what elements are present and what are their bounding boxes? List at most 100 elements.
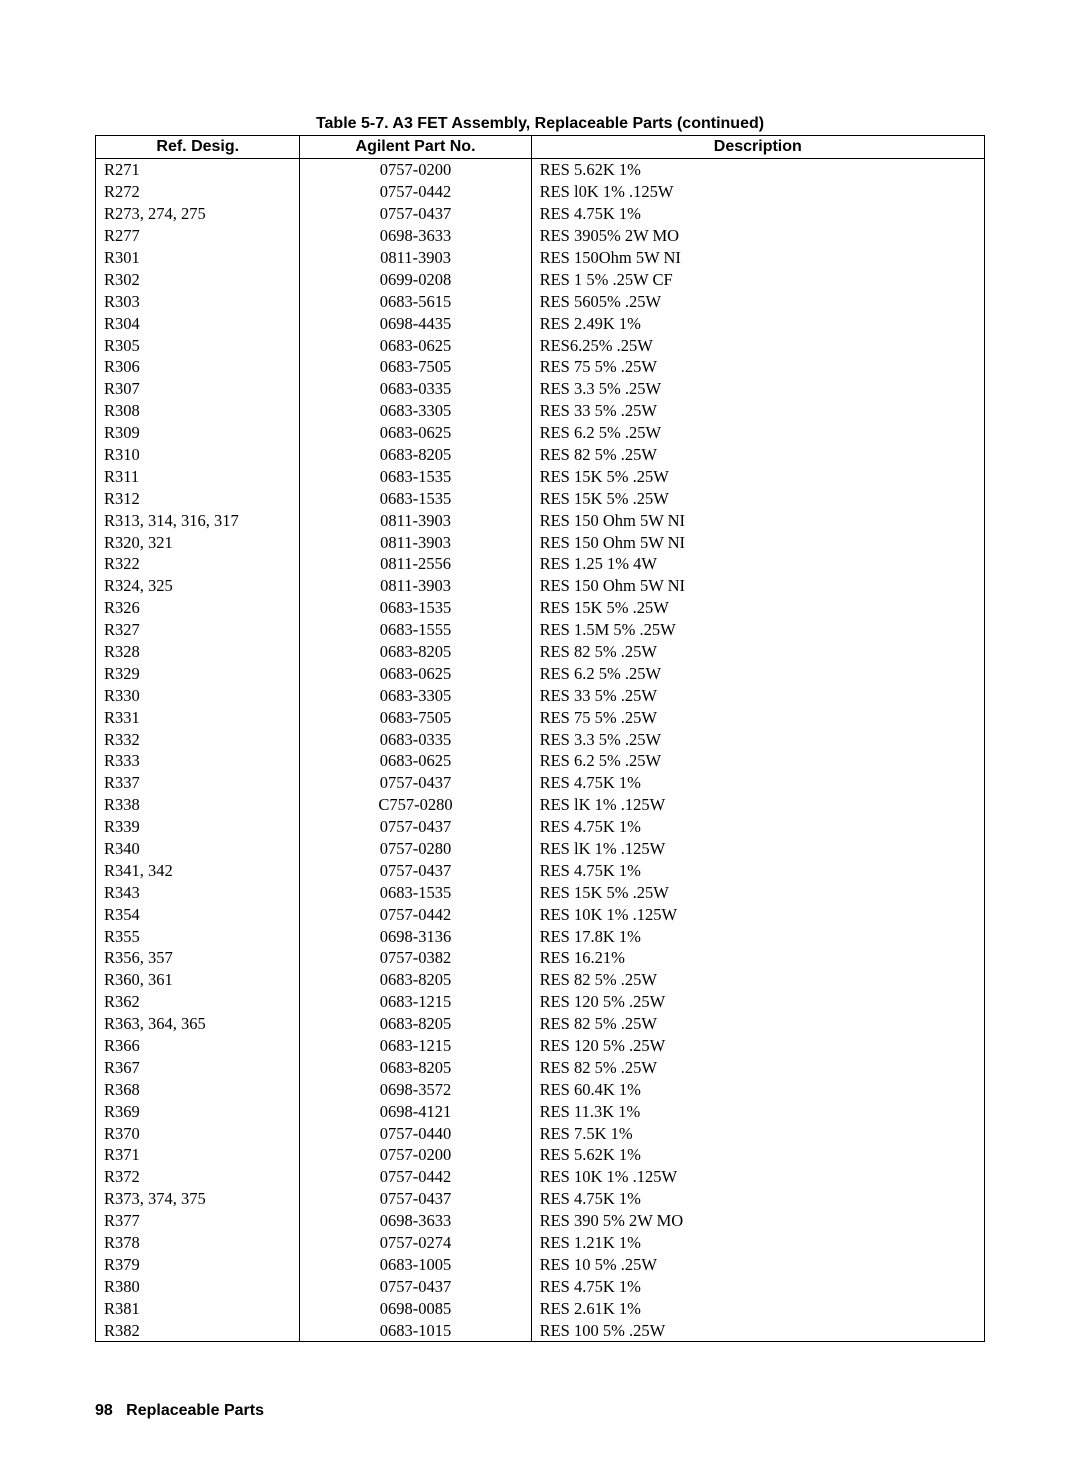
table-row: R3390757-0437RES 4.75K 1% — [96, 816, 985, 838]
table-row: R3110683-1535RES 15K 5% .25W — [96, 465, 985, 487]
table-row: R3020699-0208RES 1 5% .25W CF — [96, 268, 985, 290]
cell-description: RES 82 5% .25W — [531, 969, 984, 991]
table-row: R3050683-0625RES6.25% .25W — [96, 334, 985, 356]
table-header-row: Ref. Desig. Agilent Part No. Description — [96, 136, 985, 159]
cell-description: RES 17.8K 1% — [531, 925, 984, 947]
cell-description: RES 15K 5% .25W — [531, 487, 984, 509]
table-row: R3040698-4435RES 2.49K 1% — [96, 312, 985, 334]
cell-description: RES 4.75K 1% — [531, 816, 984, 838]
cell-part-no: 0683-1535 — [300, 881, 531, 903]
table-row: R3820683-1015RES 100 5% .25W — [96, 1319, 985, 1341]
cell-description: RES 150Ohm 5W NI — [531, 247, 984, 269]
cell-description: RES 2.61K 1% — [531, 1297, 984, 1319]
table-row: R2720757-0442RES l0K 1% .125W — [96, 181, 985, 203]
cell-part-no: 0757-0200 — [300, 1144, 531, 1166]
cell-description: RES 1.25 1% 4W — [531, 553, 984, 575]
cell-ref-desig: R303 — [96, 290, 300, 312]
cell-part-no: 0683-0335 — [300, 378, 531, 400]
cell-description: RES 5.62K 1% — [531, 1144, 984, 1166]
cell-ref-desig: R302 — [96, 268, 300, 290]
table-row: R3310683-7505RES 75 5% .25W — [96, 706, 985, 728]
table-row: R3320683-0335RES 3.3 5% .25W — [96, 728, 985, 750]
cell-description: RES 100 5% .25W — [531, 1319, 984, 1341]
cell-part-no: 0683-3305 — [300, 684, 531, 706]
table-row: R3660683-1215RES 120 5% .25W — [96, 1035, 985, 1057]
cell-ref-desig: R368 — [96, 1078, 300, 1100]
cell-part-no: 0757-0442 — [300, 1166, 531, 1188]
cell-ref-desig: R273, 274, 275 — [96, 203, 300, 225]
cell-ref-desig: R372 — [96, 1166, 300, 1188]
cell-part-no: 0757-0442 — [300, 903, 531, 925]
cell-description: RES 6.2 5% .25W — [531, 662, 984, 684]
table-row: R3810698-0085RES 2.61K 1% — [96, 1297, 985, 1319]
cell-part-no: 0683-8205 — [300, 1057, 531, 1079]
cell-ref-desig: R381 — [96, 1297, 300, 1319]
cell-ref-desig: R309 — [96, 422, 300, 444]
page-footer: 98 Replaceable Parts — [95, 1402, 985, 1420]
cell-description: RES 120 5% .25W — [531, 1035, 984, 1057]
cell-ref-desig: R373, 374, 375 — [96, 1188, 300, 1210]
cell-description: RES 6.2 5% .25W — [531, 422, 984, 444]
cell-ref-desig: R333 — [96, 750, 300, 772]
table-row: R3680698-3572RES 60.4K 1% — [96, 1078, 985, 1100]
cell-part-no: 0698-3633 — [300, 225, 531, 247]
cell-ref-desig: R320, 321 — [96, 531, 300, 553]
table-row: R3090683-0625RES 6.2 5% .25W — [96, 422, 985, 444]
cell-part-no: 0683-5615 — [300, 290, 531, 312]
cell-description: RES 10 5% .25W — [531, 1254, 984, 1276]
table-row: R3690698-4121RES 11.3K 1% — [96, 1100, 985, 1122]
cell-description: RES l0K 1% .125W — [531, 181, 984, 203]
cell-ref-desig: R343 — [96, 881, 300, 903]
cell-part-no: 0698-3136 — [300, 925, 531, 947]
col-header-partno: Agilent Part No. — [300, 136, 531, 159]
cell-ref-desig: R355 — [96, 925, 300, 947]
table-row: R363, 364, 3650683-8205RES 82 5% .25W — [96, 1013, 985, 1035]
cell-part-no: 0757-0274 — [300, 1232, 531, 1254]
footer-section-title: Replaceable Parts — [126, 1402, 264, 1419]
cell-part-no: 0757-0200 — [300, 159, 531, 181]
cell-part-no: 0757-0437 — [300, 816, 531, 838]
cell-description: RES 4.75K 1% — [531, 772, 984, 794]
table-row: R3060683-7505RES 75 5% .25W — [96, 356, 985, 378]
cell-ref-desig: R327 — [96, 619, 300, 641]
table-row: R313, 314, 316, 3170811-3903RES 150 Ohm … — [96, 509, 985, 531]
cell-part-no: 0757-0437 — [300, 1188, 531, 1210]
cell-description: RES 390 5% 2W MO — [531, 1210, 984, 1232]
table-row: R2770698-3633RES 3905% 2W MO — [96, 225, 985, 247]
cell-part-no: 0757-0440 — [300, 1122, 531, 1144]
table-body: R2710757-0200RES 5.62K 1%R2720757-0442RE… — [96, 159, 985, 1342]
cell-ref-desig: R326 — [96, 597, 300, 619]
cell-ref-desig: R311 — [96, 465, 300, 487]
table-row: R3800757-0437RES 4.75K 1% — [96, 1275, 985, 1297]
cell-description: RES lK 1% .125W — [531, 838, 984, 860]
cell-ref-desig: R370 — [96, 1122, 300, 1144]
cell-description: RES 60.4K 1% — [531, 1078, 984, 1100]
cell-ref-desig: R378 — [96, 1232, 300, 1254]
table-row: R3400757-0280RES lK 1% .125W — [96, 838, 985, 860]
cell-part-no: 0757-0382 — [300, 947, 531, 969]
cell-part-no: 0698-3572 — [300, 1078, 531, 1100]
cell-ref-desig: R366 — [96, 1035, 300, 1057]
cell-part-no: 0683-8205 — [300, 444, 531, 466]
cell-ref-desig: R371 — [96, 1144, 300, 1166]
cell-ref-desig: R308 — [96, 400, 300, 422]
table-row: R3710757-0200RES 5.62K 1% — [96, 1144, 985, 1166]
cell-description: RES 3.3 5% .25W — [531, 378, 984, 400]
table-row: R3430683-1535RES 15K 5% .25W — [96, 881, 985, 903]
table-row: R3670683-8205RES 82 5% .25W — [96, 1057, 985, 1079]
cell-description: RES 4.75K 1% — [531, 203, 984, 225]
cell-ref-desig: R307 — [96, 378, 300, 400]
table-row: R3290683-0625RES 6.2 5% .25W — [96, 662, 985, 684]
table-row: R3540757-0442RES 10K 1% .125W — [96, 903, 985, 925]
table-row: R3010811-3903RES 150Ohm 5W NI — [96, 247, 985, 269]
cell-description: RES 150 Ohm 5W NI — [531, 575, 984, 597]
cell-ref-desig: R272 — [96, 181, 300, 203]
cell-part-no: 0811-3903 — [300, 247, 531, 269]
cell-part-no: 0683-1015 — [300, 1319, 531, 1341]
cell-ref-desig: R360, 361 — [96, 969, 300, 991]
cell-part-no: 0811-3903 — [300, 531, 531, 553]
cell-ref-desig: R363, 364, 365 — [96, 1013, 300, 1035]
cell-description: RES lK 1% .125W — [531, 794, 984, 816]
table-row: R338C757-0280RES lK 1% .125W — [96, 794, 985, 816]
cell-ref-desig: R312 — [96, 487, 300, 509]
